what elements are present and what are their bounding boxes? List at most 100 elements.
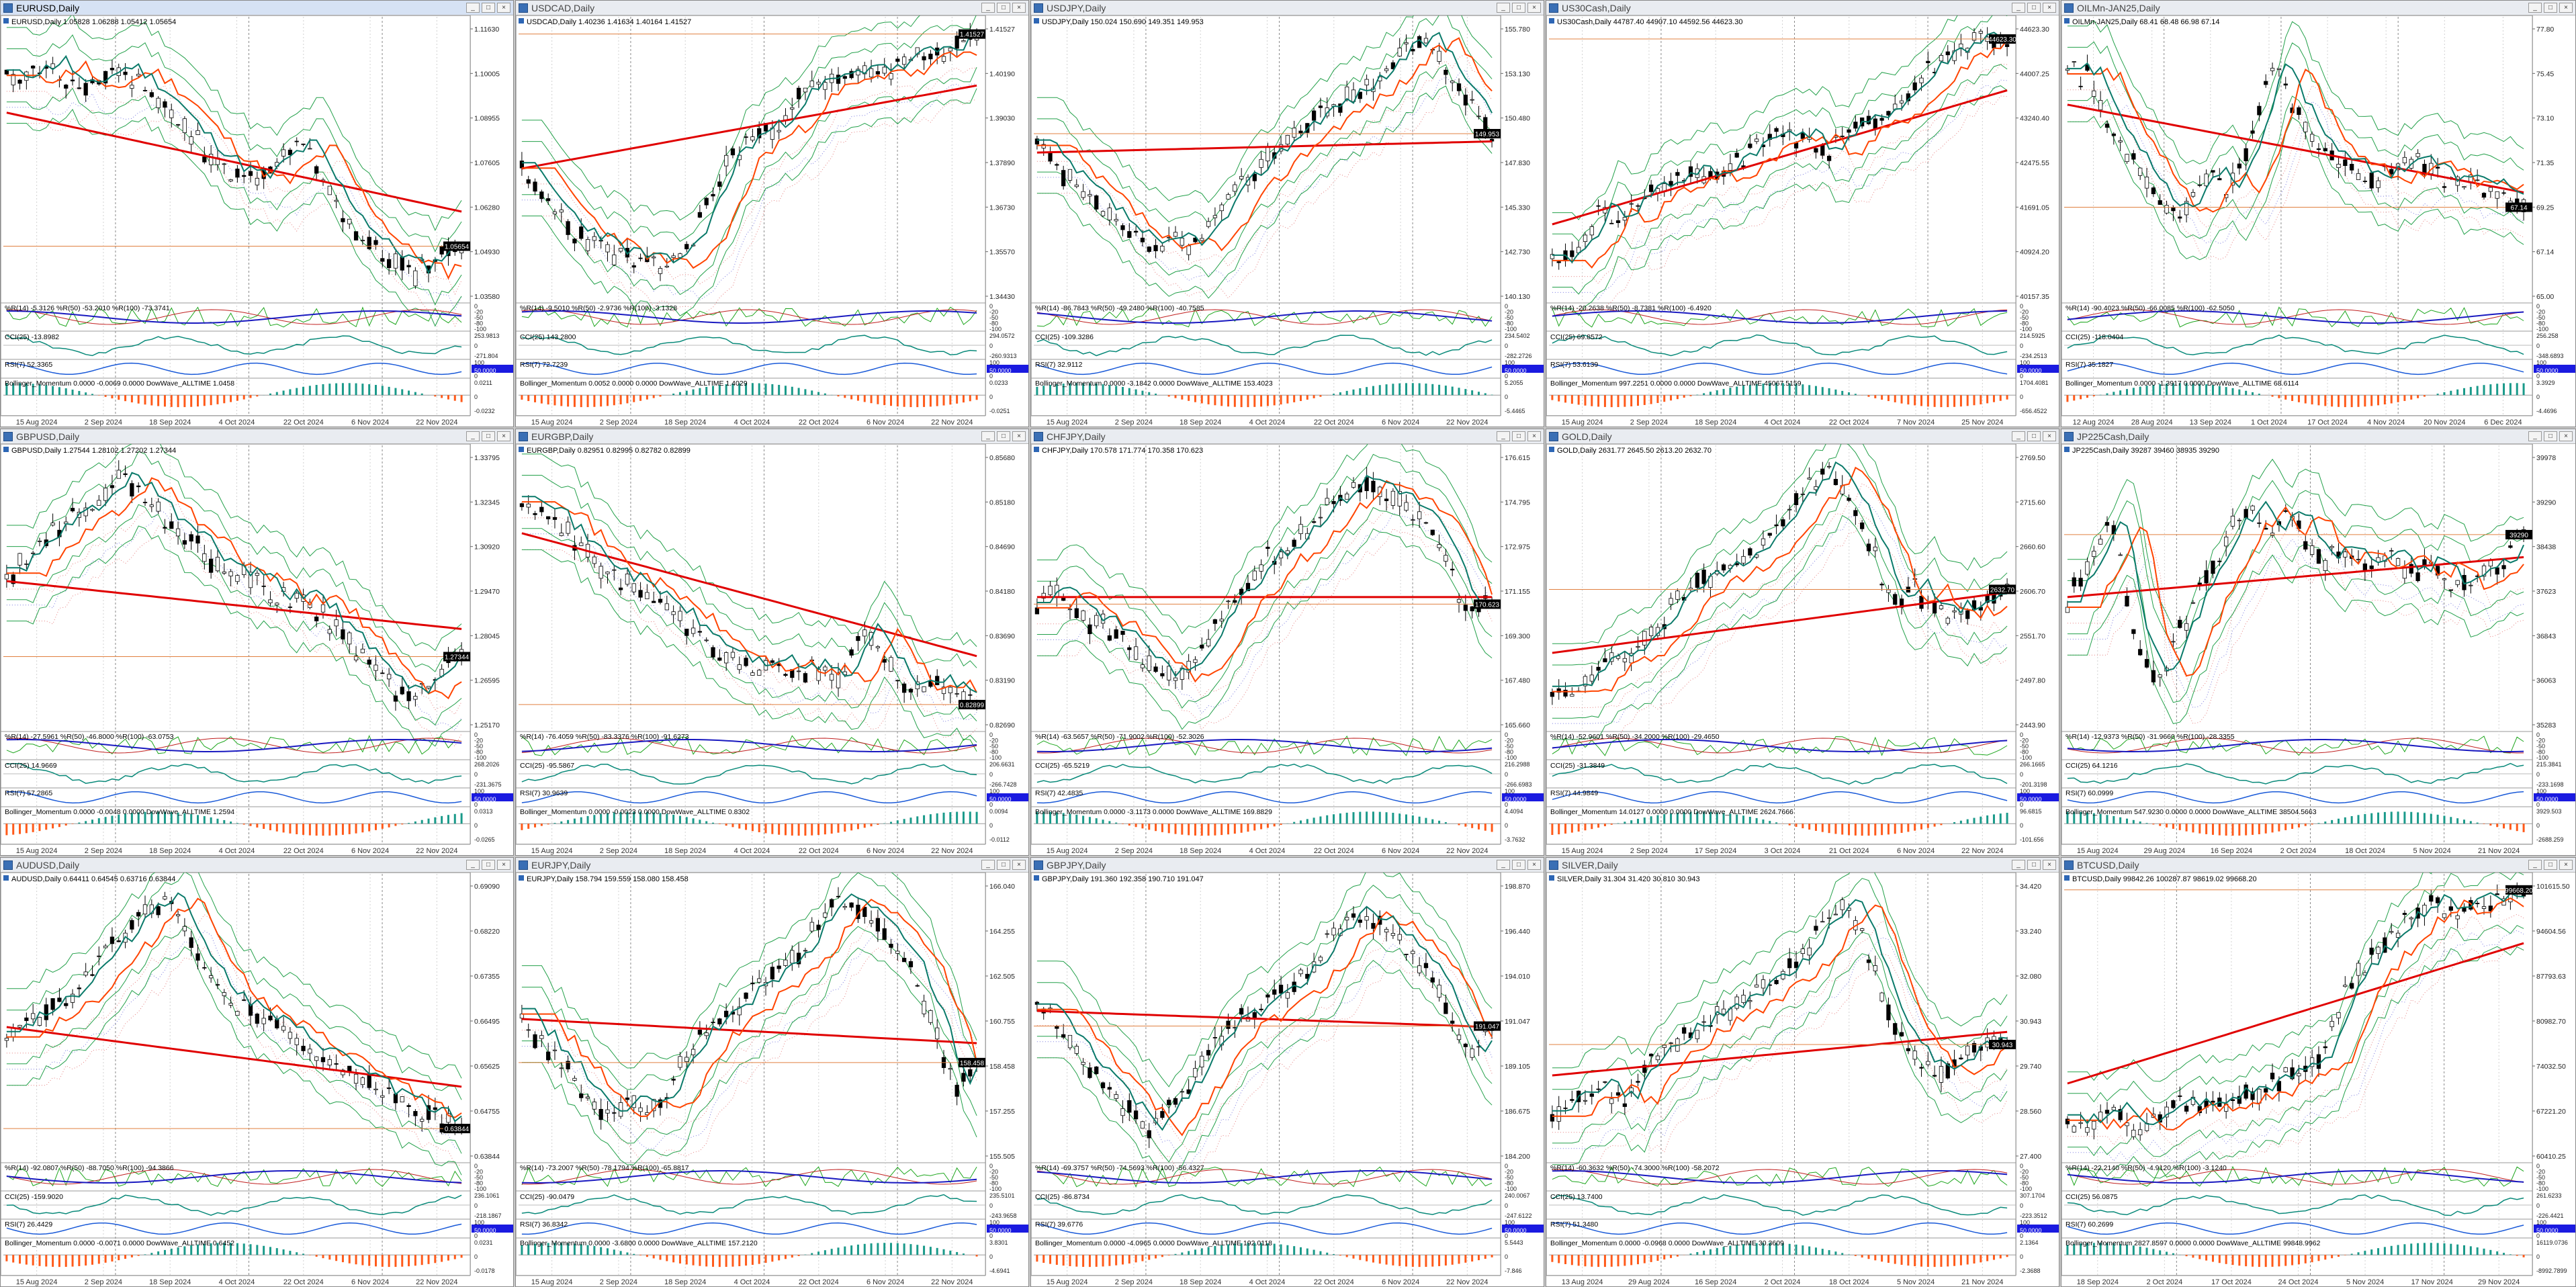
chart-canvas[interactable]: 15 Aug 2024 2 Sep 2024 18 Sep 2024 4 Oct 20…: [1031, 444, 1544, 856]
maximize-icon[interactable]: □: [2544, 3, 2557, 13]
minimize-icon[interactable]: _: [1497, 860, 1510, 870]
minimize-icon[interactable]: _: [466, 3, 480, 13]
chart-window-silver[interactable]: SILVER,Daily _ □ × 13 Aug 2024 29 Aug 2024 16 …: [1546, 857, 2059, 1287]
close-icon[interactable]: ×: [1012, 3, 1026, 13]
momentum-bar: [573, 1243, 576, 1255]
window-titlebar[interactable]: EURJPY,Daily _ □ ×: [516, 858, 1028, 873]
chart-window-audusd[interactable]: AUDUSD,Daily _ □ × 15 Aug 2024 2 Sep 2024 18 S…: [0, 857, 514, 1287]
window-titlebar[interactable]: SILVER,Daily _ □ ×: [1546, 858, 2059, 873]
close-icon[interactable]: ×: [1527, 3, 1541, 13]
maximize-icon[interactable]: □: [1512, 431, 1525, 441]
close-icon[interactable]: ×: [1012, 431, 1026, 441]
rsi-tick: 100: [1505, 788, 1515, 795]
minimize-icon[interactable]: _: [981, 860, 995, 870]
window-titlebar[interactable]: USDCAD,Daily _ □ ×: [516, 1, 1028, 15]
close-icon[interactable]: ×: [2043, 431, 2056, 441]
minimize-icon[interactable]: _: [2528, 860, 2542, 870]
chart-window-chfjpy[interactable]: CHFJPY,Daily _ □ × 15 Aug 2024 2 Sep 2024 18 S…: [1030, 429, 1544, 856]
maximize-icon[interactable]: □: [2027, 431, 2041, 441]
rsi-line: [1036, 1222, 1493, 1235]
maximize-icon[interactable]: □: [997, 3, 1010, 13]
chart-canvas[interactable]: 12 Aug 2024 28 Aug 2024 13 Sep 2024 1 Oct 2…: [2061, 15, 2576, 427]
momentum-bar: [2489, 384, 2492, 396]
close-icon[interactable]: ×: [1527, 860, 1541, 870]
chart-canvas[interactable]: 18 Sep 2024 2 Oct 2024 17 Oct 2024 24 Oct 2…: [2061, 873, 2576, 1287]
minimize-icon[interactable]: _: [1497, 431, 1510, 441]
close-icon[interactable]: ×: [2559, 860, 2573, 870]
close-icon[interactable]: ×: [2043, 3, 2056, 13]
maximize-icon[interactable]: □: [482, 3, 495, 13]
candle: [1186, 245, 1191, 255]
chart-window-us30cash[interactable]: US30Cash,Daily _ □ × 15 Aug 2024 2 Sep 2024 18…: [1546, 0, 2059, 427]
chart-window-gbpjpy[interactable]: GBPJPY,Daily _ □ × 15 Aug 2024 2 Sep 2024 18 S…: [1030, 857, 1544, 1287]
minimize-icon[interactable]: _: [2012, 431, 2025, 441]
chart-canvas[interactable]: 15 Aug 2024 2 Sep 2024 17 Sep 2024 3 Oct 20…: [1546, 444, 2059, 856]
minimize-icon[interactable]: _: [2012, 3, 2025, 13]
momentum-bar: [1188, 395, 1190, 401]
maximize-icon[interactable]: □: [2027, 860, 2041, 870]
close-icon[interactable]: ×: [2559, 3, 2573, 13]
chart-canvas[interactable]: 15 Aug 2024 29 Aug 2024 16 Sep 2024 2 Oct 2…: [2061, 444, 2576, 856]
momentum-bar: [1584, 824, 1587, 831]
chart-window-eurgbp[interactable]: EURGBP,Daily _ □ × 15 Aug 2024 2 Sep 2024 18 S…: [515, 429, 1029, 856]
chart-window-eurjpy[interactable]: EURJPY,Daily _ □ × 15 Aug 2024 2 Sep 2024 18 S…: [515, 857, 1029, 1287]
chart-canvas[interactable]: 15 Aug 2024 2 Sep 2024 18 Sep 2024 4 Oct 20…: [1, 873, 514, 1287]
window-titlebar[interactable]: US30Cash,Daily _ □ ×: [1546, 1, 2059, 15]
chart-window-oilmini[interactable]: OILMn-JAN25,Daily _ □ × 12 Aug 2024 28 Aug 20…: [2061, 0, 2576, 427]
close-icon[interactable]: ×: [2559, 431, 2573, 441]
window-titlebar[interactable]: GOLD,Daily _ □ ×: [1546, 429, 2059, 444]
maximize-icon[interactable]: □: [2544, 431, 2557, 441]
window-titlebar[interactable]: GBPJPY,Daily _ □ ×: [1031, 858, 1544, 873]
chart-canvas[interactable]: 15 Aug 2024 2 Sep 2024 18 Sep 2024 4 Oct 20…: [1031, 873, 1544, 1287]
maximize-icon[interactable]: □: [997, 860, 1010, 870]
window-titlebar[interactable]: BTCUSD,Daily _ □ ×: [2061, 858, 2575, 873]
window-titlebar[interactable]: EURUSD,Daily _ □ ×: [1, 1, 513, 15]
chart-window-gbpusd[interactable]: GBPUSD,Daily _ □ × 15 Aug 2024 2 Sep 2024 18 S…: [0, 429, 514, 856]
chart-canvas[interactable]: 15 Aug 2024 2 Sep 2024 18 Sep 2024 4 Oct 20…: [1031, 15, 1544, 427]
maximize-icon[interactable]: □: [1512, 860, 1525, 870]
close-icon[interactable]: ×: [2043, 860, 2056, 870]
maximize-icon[interactable]: □: [997, 431, 1010, 441]
chart-window-jp225cash[interactable]: JP225Cash,Daily _ □ × 15 Aug 2024 29 Aug 2024…: [2061, 429, 2576, 856]
minimize-icon[interactable]: _: [466, 860, 480, 870]
close-icon[interactable]: ×: [497, 860, 510, 870]
chart-canvas[interactable]: 15 Aug 2024 2 Sep 2024 18 Sep 2024 4 Oct 20…: [516, 444, 1029, 856]
maximize-icon[interactable]: □: [2027, 3, 2041, 13]
chart-canvas[interactable]: 15 Aug 2024 2 Sep 2024 18 Sep 2024 4 Oct 20…: [516, 15, 1029, 427]
minimize-icon[interactable]: _: [981, 431, 995, 441]
window-titlebar[interactable]: EURGBP,Daily _ □ ×: [516, 429, 1028, 444]
chart-window-eurusd[interactable]: EURUSD,Daily _ □ × 15 Aug 2024 2 Sep 2024 18 S…: [0, 0, 514, 427]
close-icon[interactable]: ×: [1527, 431, 1541, 441]
chart-canvas[interactable]: 15 Aug 2024 2 Sep 2024 18 Sep 2024 4 Oct 20…: [1546, 15, 2059, 427]
minimize-icon[interactable]: _: [466, 431, 480, 441]
chart-canvas[interactable]: 13 Aug 2024 29 Aug 2024 16 Sep 2024 2 Oct 2…: [1546, 873, 2059, 1287]
minimize-icon[interactable]: _: [2528, 431, 2542, 441]
close-icon[interactable]: ×: [497, 431, 510, 441]
window-titlebar[interactable]: AUDUSD,Daily _ □ ×: [1, 858, 513, 873]
price-tick-label: 0.66495: [474, 1018, 500, 1026]
x-tick-label: 18 Sep 2024: [664, 418, 706, 427]
maximize-icon[interactable]: □: [2544, 860, 2557, 870]
minimize-icon[interactable]: _: [1497, 3, 1510, 13]
chart-window-btcusd[interactable]: BTCUSD,Daily _ □ × 18 Sep 2024 2 Oct 2024 17 O…: [2061, 857, 2576, 1287]
candle: [109, 936, 115, 944]
maximize-icon[interactable]: □: [482, 431, 495, 441]
minimize-icon[interactable]: _: [2012, 860, 2025, 870]
window-titlebar[interactable]: OILMn-JAN25,Daily _ □ ×: [2061, 1, 2575, 15]
maximize-icon[interactable]: □: [1512, 3, 1525, 13]
window-titlebar[interactable]: CHFJPY,Daily _ □ ×: [1031, 429, 1544, 444]
chart-canvas[interactable]: 15 Aug 2024 2 Sep 2024 18 Sep 2024 4 Oct 20…: [516, 873, 1029, 1287]
chart-canvas[interactable]: 15 Aug 2024 2 Sep 2024 18 Sep 2024 4 Oct 20…: [1, 15, 514, 427]
minimize-icon[interactable]: _: [2528, 3, 2542, 13]
maximize-icon[interactable]: □: [482, 860, 495, 870]
window-titlebar[interactable]: JP225Cash,Daily _ □ ×: [2061, 429, 2575, 444]
chart-window-usdjpy[interactable]: USDJPY,Daily _ □ × 15 Aug 2024 2 Sep 2024 18 S…: [1030, 0, 1544, 427]
chart-window-gold[interactable]: GOLD,Daily _ □ × 15 Aug 2024 2 Sep 2024 17 Sep…: [1546, 429, 2059, 856]
close-icon[interactable]: ×: [497, 3, 510, 13]
window-titlebar[interactable]: GBPUSD,Daily _ □ ×: [1, 429, 513, 444]
chart-window-usdcad[interactable]: USDCAD,Daily _ □ × 15 Aug 2024 2 Sep 2024 18 S…: [515, 0, 1029, 427]
minimize-icon[interactable]: _: [981, 3, 995, 13]
close-icon[interactable]: ×: [1012, 860, 1026, 870]
window-titlebar[interactable]: USDJPY,Daily _ □ ×: [1031, 1, 1544, 15]
chart-canvas[interactable]: 15 Aug 2024 2 Sep 2024 18 Sep 2024 4 Oct 20…: [1, 444, 514, 856]
